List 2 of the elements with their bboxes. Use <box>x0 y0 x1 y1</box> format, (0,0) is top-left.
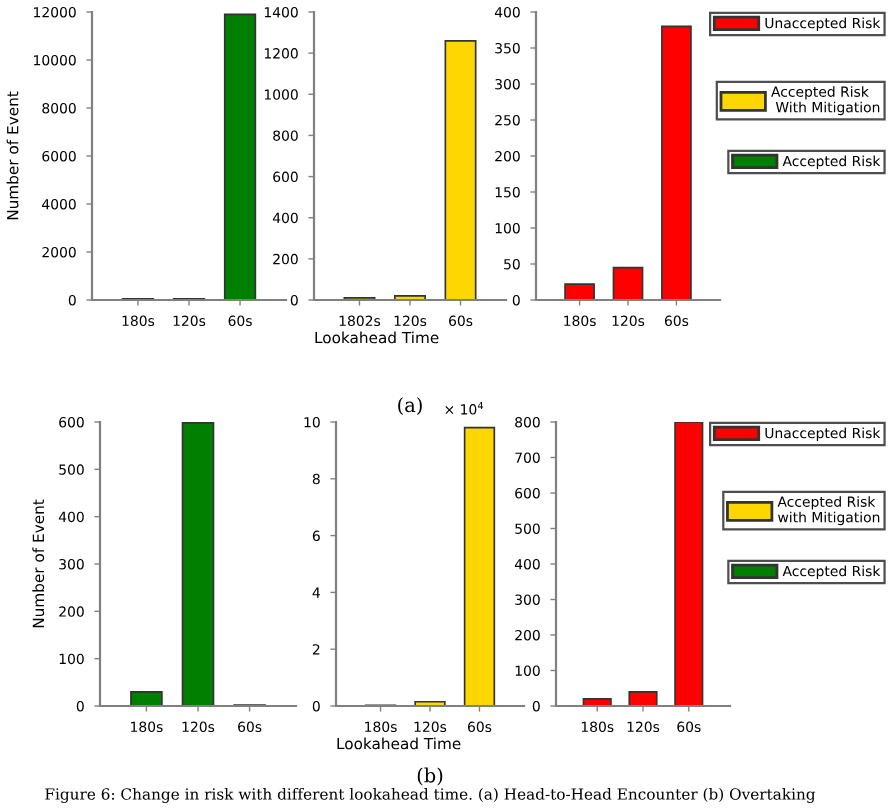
text: (a) <box>398 397 422 415</box>
text: (b) <box>417 767 443 786</box>
